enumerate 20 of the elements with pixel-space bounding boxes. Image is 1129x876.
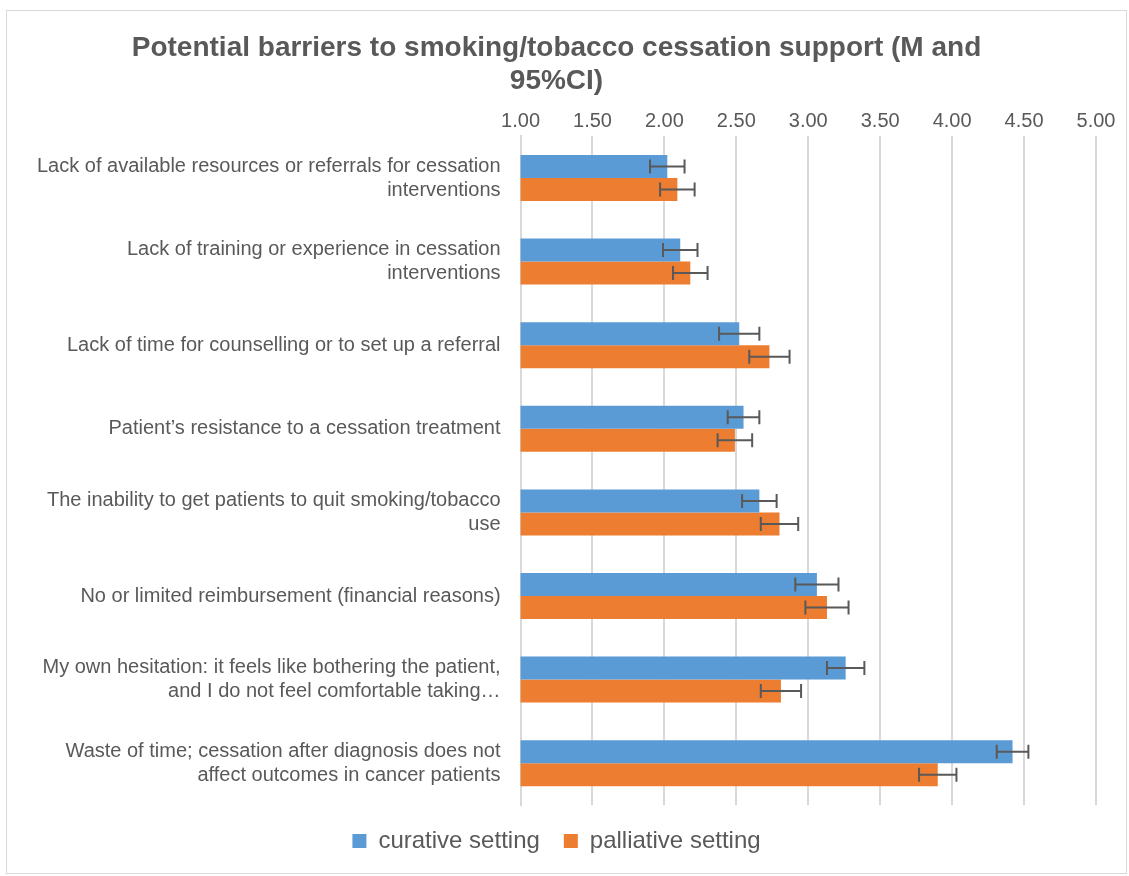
x-tick-label: 4.00	[932, 108, 972, 131]
x-tick-label: 2.50	[716, 108, 756, 131]
legend-label: curative setting	[378, 825, 540, 853]
x-tick-label: 3.00	[788, 108, 828, 131]
x-tick-label: 2.00	[644, 108, 684, 131]
y-tick-label: The inability to get patients to quit smoking/tobacco use	[46, 487, 501, 534]
x-tick-label: 4.50	[1004, 108, 1044, 131]
chart-title: Potential barriers to smoking/tobacco cessation support (M and 95%CI)	[131, 30, 982, 96]
y-tick-label: No or limited reimbursement (financial reasons)	[80, 583, 501, 606]
x-tick-label: 1.00	[501, 108, 541, 131]
x-tick-label: 5.00	[1076, 108, 1116, 131]
x-tick-label: 3.50	[860, 108, 900, 131]
x-tick-label: 1.50	[573, 108, 612, 131]
y-tick-label: Patient’s resistance to a cessation treatment	[108, 416, 501, 439]
y-tick-label: Lack of available resources or referrals for cessation interventions	[37, 153, 501, 200]
y-tick-label: My own hesitation: it feels like bothering the patient, and I do not feel comfortable taking…	[42, 655, 501, 702]
y-tick-label: Lack of time for counselling or to set up a referral	[67, 332, 501, 355]
legend-label: palliative setting	[589, 825, 761, 853]
y-tick-label: Waste of time; cessation after diagnosis does not affect outcomes in cancer patients	[65, 738, 501, 785]
y-tick-label: Lack of training or experience in cessation interventions	[127, 237, 501, 284]
